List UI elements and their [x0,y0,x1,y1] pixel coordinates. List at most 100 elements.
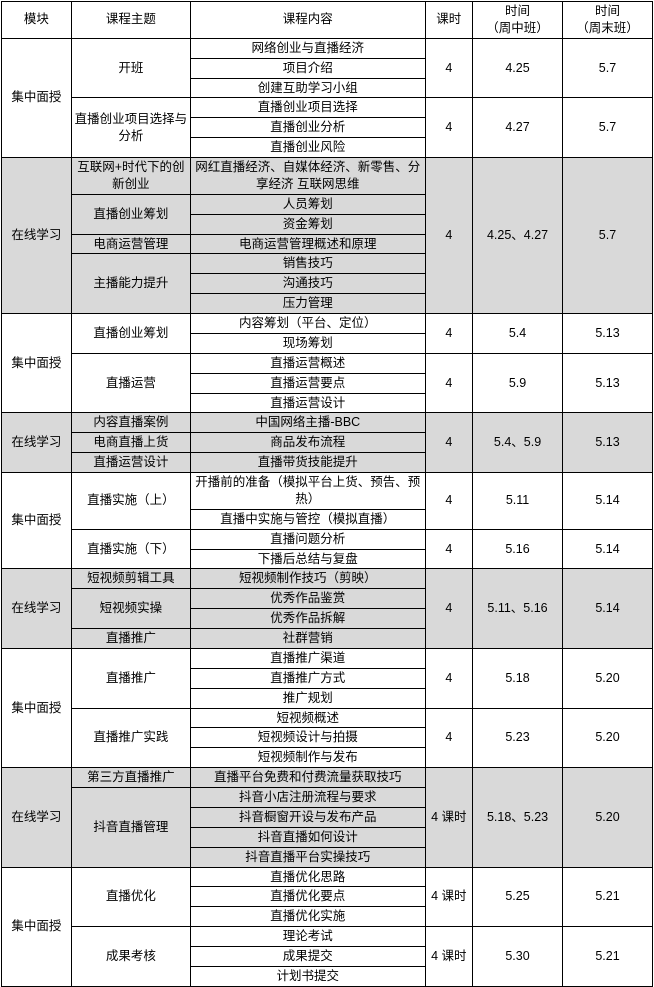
cell-content: 优秀作品拆解 [190,608,426,629]
table-row: 主播能力提升 销售技巧 [2,253,653,314]
cell-content: 短视频概述 [190,707,426,729]
table-row: 电商直播上货 商品发布流程 [2,432,653,454]
cell-time-weekend: 5.7 [562,97,653,158]
cell-time-weekday: 5.18 [472,647,563,709]
header-content: 课程内容 [190,1,426,39]
cell-content: 直播优化要点 [190,886,426,908]
table-row: 在线学习 内容直播案例 中国网络主播-BBC 4 5.4、5.9 5.13 [1,412,653,473]
cell-topic: 直播创业筹划 [70,193,192,235]
cell-time-weekday: 5.11、5.16 [472,568,563,649]
table-row: 抖音直播如何设计 [2,826,653,848]
cell-time-weekend: 5.14 [562,568,653,649]
table-row: 直播创业风险 [2,137,653,158]
cell-hours: 4 [424,528,474,570]
header-time-weekend: 时间 （周末班） [562,1,653,39]
cell-topic: 直播推广实践 [70,707,192,769]
cell-module: 在线学习 [1,767,72,868]
cell-content: 资金筹划 [190,213,426,235]
table-row: 直播实施（下） 直播问题分析 4 5.16 5.14 [2,528,653,570]
cell-topic: 直播创业筹划 [70,313,192,354]
table-row: 直播推广方式 [2,667,653,689]
cell-content: 电商运营管理概述和原理 [190,233,426,255]
cell-time-weekday: 5.16 [472,528,563,570]
cell-content: 直播平台免费和付费流量获取技巧 [190,767,426,788]
cell-content: 抖音直播如何设计 [190,826,426,848]
cell-hours: 4 [424,568,474,649]
cell-content: 直播创业项目选择 [190,97,426,119]
cell-time-weekend: 5.7 [562,157,653,314]
table-row: 直播运营 直播运营概述 4 5.9 5.13 [2,352,653,414]
header-hours: 课时 [424,1,474,39]
cell-content: 短视频设计与拍摄 [190,727,426,749]
cell-time-weekend: 5.13 [562,412,653,473]
table-row: 在线学习 互联网+时代下的创新创业 网红直播经济、自媒体经济、新零售、分享经济 互联… [1,157,653,314]
cell-time-weekday: 5.25 [472,866,563,928]
cell-time-weekend: 5.13 [562,352,653,414]
cell-content: 人员筹划 [190,193,426,215]
table-row: 集中面授 直播优化 直播优化思路 4 课时 5.25 5.21 [1,866,653,987]
cell-topic: 电商直播上货 [70,432,192,454]
table-row: 电商运营管理 电商运营管理概述和原理 [2,233,653,255]
cell-module: 集中面授 [1,312,72,414]
cell-content: 直播问题分析 [190,528,426,550]
cell-content: 中国网络主播-BBC [190,412,426,434]
table-row: 沟通技巧 [2,273,653,295]
cell-time-weekend: 5.21 [562,926,653,987]
cell-content: 项目介绍 [190,57,426,79]
table-row: 直播运营设计 [2,392,653,414]
cell-hours: 4 [424,352,474,414]
table-row: 短视频实操 优秀作品鉴赏 [2,588,653,629]
cell-topic: 直播实施（下） [70,528,192,570]
header-module: 模块 [1,1,72,39]
cell-topic: 直播创业项目选择与分析 [70,97,192,158]
cell-content: 直播创业分析 [190,117,426,139]
header-row: 模块 课程主题 课程内容 课时 时间 （周中班） 时间 （周末班） [1,1,653,39]
cell-module: 在线学习 [1,568,72,649]
cell-topic: 互联网+时代下的创新创业 [70,157,192,195]
table-row: 优秀作品拆解 [2,608,653,629]
cell-content: 直播运营概述 [190,352,426,374]
cell-hours: 4 课时 [424,767,474,868]
cell-content: 网红直播经济、自媒体经济、新零售、分享经济 互联网思维 [190,157,426,195]
cell-time-weekend: 5.14 [562,472,653,530]
cell-hours: 4 课时 [424,866,474,928]
cell-time-weekday: 5.30 [472,926,563,987]
cell-time-weekday: 4.27 [472,97,563,158]
cell-hours: 4 课时 [424,926,474,987]
cell-hours: 4 [424,707,474,769]
table-row: 在线学习 第三方直播推广 直播平台免费和付费流量获取技巧 4 课时 5.18、5.23 5… [1,767,653,868]
cell-topic: 成果考核 [70,926,192,987]
cell-hours: 4 [424,412,474,473]
cell-content: 抖音直播平台实操技巧 [190,846,426,868]
cell-content: 直播带货技能提升 [190,452,426,473]
table-row: 抖音直播管理 抖音小店注册流程与要求 [2,787,653,868]
cell-topic: 电商运营管理 [70,233,192,255]
cell-topic: 短视频剪辑工具 [70,568,192,590]
table-row: 集中面授 直播推广 直播推广渠道 4 5.18 5.20 [1,647,653,769]
header-time-weekday: 时间 （周中班） [472,1,563,39]
cell-hours: 4 [424,313,474,354]
cell-content: 开播前的准备（模拟平台上货、预告、预热） [190,472,426,510]
cell-content: 直播推广渠道 [190,647,426,669]
cell-time-weekday: 5.9 [472,352,563,414]
cell-time-weekend: 5.14 [562,528,653,570]
table-row: 直播推广 社群营销 [2,628,653,649]
cell-content: 创建互助学习小组 [190,77,426,99]
cell-content: 社群营销 [190,628,426,649]
header-time-weekday-line2: （周中班） [486,20,549,35]
cell-module: 集中面授 [1,37,72,159]
cell-module: 集中面授 [1,866,72,987]
cell-hours: 4 [424,97,474,158]
cell-content: 直播中实施与管控（模拟直播） [190,508,426,530]
table-row: 成果考核 理论考试 4 课时 5.30 5.21 [2,926,653,987]
cell-content: 直播优化实施 [190,906,426,928]
cell-topic: 短视频实操 [70,588,192,629]
header-topic: 课程主题 [70,1,192,39]
cell-content: 抖音小店注册流程与要求 [190,787,426,808]
cell-time-weekend: 5.7 [562,37,653,99]
cell-topic: 主播能力提升 [70,253,192,314]
cell-content: 商品发布流程 [190,432,426,454]
cell-content: 下播后总结与复盘 [190,548,426,570]
table-body: 集中面授 开班 网络创业与直播经济 4 4.25 5.7 项目介绍 创建互助学习小组 直播创业项… [1,37,653,987]
cell-module: 在线学习 [1,157,72,314]
